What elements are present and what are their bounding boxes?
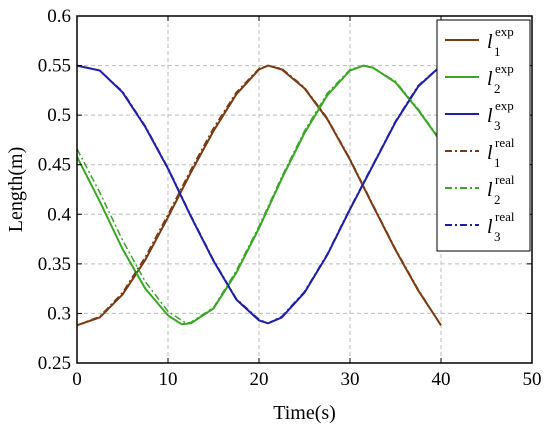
legend-subscript: 2 <box>494 81 501 96</box>
tick-labels: 0 10 20 30 40 50 0.25 0.3 0.35 0.4 0.45 0.5 0.55 0.6 <box>38 6 542 390</box>
legend-box <box>436 19 531 252</box>
legend-superscript: exp <box>495 24 514 39</box>
plot-frame <box>76 15 533 364</box>
y-tick-label: 0.45 <box>38 155 71 176</box>
x-tick-label: 10 <box>159 369 178 390</box>
legend-subscript: 3 <box>494 118 501 133</box>
y-tick-label: 0.55 <box>38 56 71 77</box>
y-axis-label: Length(m) <box>5 147 27 233</box>
legend-superscript: real <box>495 209 515 224</box>
legend-superscript: real <box>495 135 515 150</box>
plot-series <box>76 64 442 327</box>
legend-symbol: l <box>487 68 493 90</box>
series-line-real-1 <box>76 64 442 326</box>
y-tick-label: 0.3 <box>47 303 71 324</box>
legend-symbol: l <box>487 105 493 127</box>
y-tick-label: 0.5 <box>47 105 71 126</box>
series-line-exp-2 <box>76 64 442 326</box>
legend-symbol: l <box>487 31 493 53</box>
series-line-real-3 <box>76 64 442 325</box>
y-tick-label: 0.4 <box>47 204 71 225</box>
series-line-real-2 <box>76 64 442 325</box>
legend-subscript: 1 <box>494 155 501 170</box>
legend-symbol: l <box>487 142 493 164</box>
y-tick-label: 0.35 <box>38 254 71 275</box>
legend-subscript: 1 <box>494 44 501 59</box>
legend-superscript: exp <box>495 98 514 113</box>
x-tick-label: 40 <box>432 369 451 390</box>
legend-subscript: 2 <box>494 192 501 207</box>
legend-superscript: real <box>495 172 515 187</box>
y-tick-label: 0.25 <box>38 353 71 374</box>
legend-subscript: 3 <box>494 229 501 244</box>
x-tick-label: 30 <box>341 369 360 390</box>
x-axis-label: Time(s) <box>273 402 336 424</box>
y-tick-label: 0.6 <box>47 6 71 27</box>
x-tick-label: 50 <box>523 369 542 390</box>
x-tick-label: 20 <box>250 369 269 390</box>
legend-symbol: l <box>487 179 493 201</box>
legend-superscript: exp <box>495 61 514 76</box>
x-tick-label: 0 <box>72 369 82 390</box>
legend-symbol: l <box>487 216 493 238</box>
